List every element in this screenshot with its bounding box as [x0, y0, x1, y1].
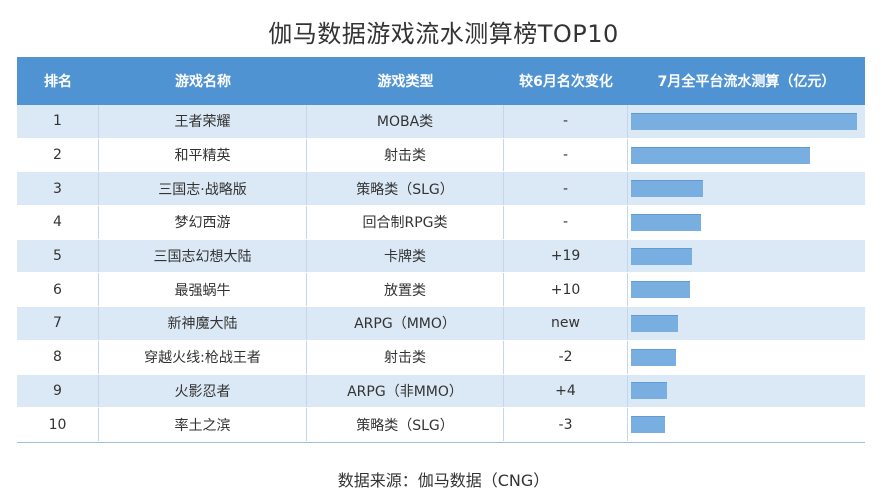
cell-revenue-bar	[628, 341, 865, 374]
cell-change: +19	[504, 239, 628, 273]
table-bottom-line	[17, 442, 865, 443]
cell-change: +10	[504, 273, 628, 307]
table-row: 1 王者荣耀 MOBA类 -	[17, 105, 865, 139]
revenue-bar	[631, 112, 857, 130]
cell-change: +4	[504, 374, 628, 408]
table-row: 3 三国志·战略版 策略类（SLG） -	[17, 172, 865, 207]
cell-revenue-bar	[628, 307, 865, 340]
table-header: 排名 游戏名称 游戏类型 较6月名次变化 7月全平台流水测算（亿元）	[17, 57, 865, 105]
header-rank: 排名	[44, 74, 72, 90]
revenue-bar	[631, 213, 701, 231]
cell-revenue-bar	[628, 172, 865, 205]
revenue-bar	[631, 416, 665, 434]
cell-name: 穿越火线:枪战王者	[99, 340, 307, 374]
cell-rank: 9	[17, 374, 99, 408]
table-row: 7 新神魔大陆 ARPG（MMO） new	[17, 307, 865, 341]
cell-genre: 卡牌类	[307, 239, 504, 273]
table-row: 4 梦幻西游 回合制RPG类 -	[17, 206, 865, 240]
chart-title: 伽马数据游戏流水测算榜TOP10	[268, 20, 619, 48]
header-revenue: 7月全平台流水测算（亿元）	[657, 74, 836, 90]
header-name: 游戏名称	[175, 74, 231, 90]
cell-name: 率土之滨	[99, 408, 307, 441]
revenue-bar	[631, 247, 692, 265]
cell-rank: 6	[17, 273, 99, 307]
cell-genre: ARPG（MMO）	[307, 307, 504, 340]
cell-genre: MOBA类	[307, 105, 504, 138]
cell-genre: ARPG（非MMO）	[307, 374, 504, 408]
cell-change: -	[504, 138, 628, 172]
cell-name: 王者荣耀	[99, 105, 307, 138]
cell-change: -3	[504, 408, 628, 441]
source-note: 数据来源：伽马数据（CNG）	[337, 471, 550, 490]
cell-genre: 放置类	[307, 273, 504, 307]
cell-rank: 2	[17, 138, 99, 172]
ranking-table: 排名 游戏名称 游戏类型 较6月名次变化 7月全平台流水测算（亿元） 1 王者荣耀…	[17, 57, 865, 442]
cell-genre: 射击类	[307, 138, 504, 172]
cell-genre: 射击类	[307, 340, 504, 374]
table-body: 1 王者荣耀 MOBA类 -2 和平精英 射击类 -3 三国志·战略版 策略类（SLG） -4 梦幻…	[17, 105, 865, 442]
cell-name: 梦幻西游	[99, 206, 307, 239]
cell-revenue-bar	[628, 105, 865, 138]
cell-rank: 7	[17, 307, 99, 340]
table-row: 2 和平精英 射击类 -	[17, 138, 865, 173]
cell-name: 三国志·战略版	[99, 172, 307, 206]
header-change: 较6月名次变化	[519, 74, 613, 90]
table-row: 5 三国志幻想大陆 卡牌类 +19	[17, 239, 865, 274]
cell-rank: 5	[17, 239, 99, 273]
table-row: 10 率土之滨 策略类（SLG） -3	[17, 408, 865, 442]
cell-change: -2	[504, 340, 628, 374]
cell-change: -	[504, 172, 628, 206]
cell-genre: 回合制RPG类	[307, 206, 504, 239]
revenue-bar	[631, 382, 667, 400]
cell-revenue-bar	[628, 206, 865, 239]
revenue-bar	[631, 281, 690, 299]
cell-name: 新神魔大陆	[99, 307, 307, 340]
cell-genre: 策略类（SLG）	[307, 408, 504, 441]
cell-revenue-bar	[628, 273, 865, 306]
cell-rank: 10	[17, 408, 99, 441]
revenue-bar	[631, 348, 676, 366]
header-genre: 游戏类型	[377, 74, 434, 90]
cell-rank: 4	[17, 206, 99, 239]
cell-revenue-bar	[628, 240, 865, 273]
cell-name: 三国志幻想大陆	[99, 239, 307, 273]
table-row: 9 火影忍者 ARPG（非MMO） +4	[17, 374, 865, 409]
cell-change: -	[504, 105, 628, 138]
cell-rank: 1	[17, 105, 99, 138]
revenue-bar	[631, 314, 678, 332]
cell-name: 和平精英	[99, 138, 307, 172]
cell-name: 火影忍者	[99, 374, 307, 408]
table-row: 8 穿越火线:枪战王者 射击类 -2	[17, 340, 865, 375]
revenue-bar	[631, 180, 703, 198]
cell-revenue-bar	[628, 408, 865, 441]
cell-revenue-bar	[628, 139, 865, 172]
cell-revenue-bar	[628, 375, 865, 408]
cell-name: 最强蜗牛	[99, 273, 307, 307]
table-row: 6 最强蜗牛 放置类 +10	[17, 273, 865, 308]
revenue-bar	[631, 146, 810, 164]
cell-rank: 8	[17, 340, 99, 374]
cell-genre: 策略类（SLG）	[307, 172, 504, 206]
cell-change: -	[504, 206, 628, 239]
cell-change: new	[504, 307, 628, 340]
cell-rank: 3	[17, 172, 99, 206]
